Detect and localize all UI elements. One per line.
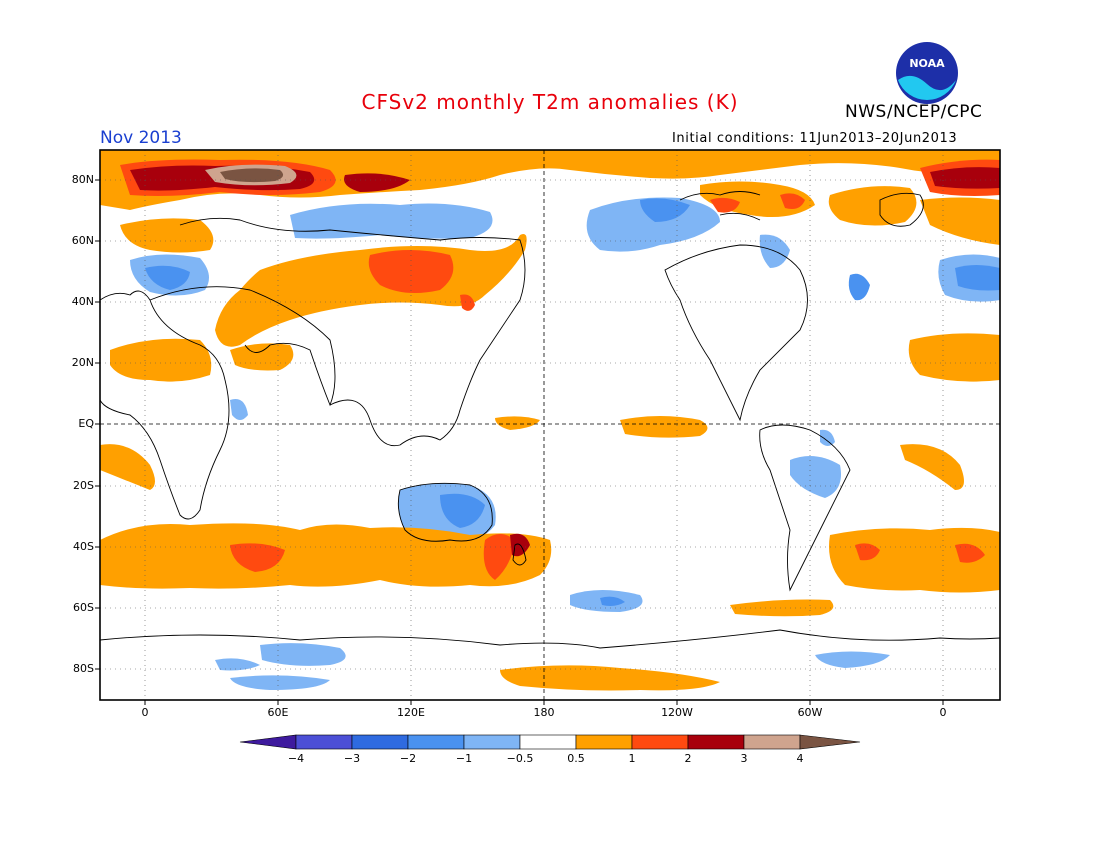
- lon-label: 60W: [797, 706, 823, 719]
- lon-label: 120W: [661, 706, 693, 719]
- lat-label: 60N: [71, 234, 94, 247]
- colorbar-label: −4: [287, 752, 305, 765]
- colorbar-label: 1: [628, 752, 636, 765]
- anomaly-warm-southern-ocean: [100, 523, 1000, 691]
- anomaly-cool-australia: [398, 483, 496, 542]
- coastlines: [100, 191, 1000, 649]
- anomaly-cool-siberia: [130, 197, 1000, 302]
- colorbar-label: −3: [343, 752, 361, 765]
- lat-label: 20N: [71, 356, 94, 369]
- colorbar-label: 2: [684, 752, 692, 765]
- lon-label: 60E: [267, 706, 289, 719]
- lon-label: 0: [141, 706, 149, 719]
- anomaly-tropics: [100, 399, 964, 498]
- colorbar-label: −2: [399, 752, 417, 765]
- noaa-logo: NOAA: [896, 42, 958, 104]
- lon-label: 120E: [397, 706, 425, 719]
- colorbar-label: −0.5: [506, 752, 534, 765]
- anomaly-cool-antarctic: [215, 590, 890, 690]
- equator-dateline: [100, 150, 1000, 700]
- logo-text: NOAA: [909, 57, 945, 70]
- chart-title: CFSv2 monthly T2m anomalies (K): [361, 90, 739, 114]
- anomaly-warm-asia: [110, 218, 1000, 382]
- lat-label: 80S: [73, 662, 94, 675]
- lat-label: 40N: [71, 295, 94, 308]
- anomaly-warm-arctic: [100, 150, 1000, 245]
- lon-label: 180: [533, 706, 555, 719]
- colorbar-label: 3: [740, 752, 748, 765]
- lat-label: 20S: [73, 479, 94, 492]
- map-frame: [99, 149, 1001, 701]
- org-label: NWS/NCEP/CPC: [845, 102, 983, 122]
- lat-label: 60S: [73, 601, 94, 614]
- graticule: [100, 150, 1000, 700]
- lat-label: EQ: [78, 417, 94, 430]
- colorbar-label: 4: [796, 752, 804, 765]
- month-label: Nov 2013: [100, 128, 182, 148]
- colorbar-label: 0.5: [567, 752, 585, 765]
- lon-label: 0: [939, 706, 947, 719]
- lat-label: 40S: [73, 540, 94, 553]
- colorbar-label: −1: [455, 752, 473, 765]
- initial-conditions-label: Initial conditions: 11Jun2013–20Jun2013: [672, 131, 958, 146]
- axis-ticks: [95, 179, 944, 705]
- lat-label: 80N: [71, 173, 94, 186]
